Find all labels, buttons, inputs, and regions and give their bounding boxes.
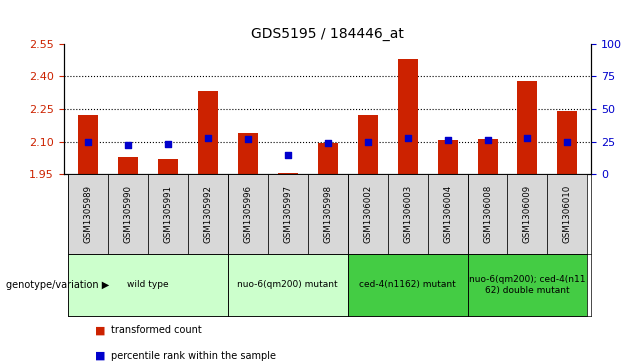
Bar	[357, 115, 378, 174]
Text: ■: ■	[95, 325, 106, 335]
Text: GSM1306010: GSM1306010	[563, 185, 572, 243]
Bar	[478, 139, 497, 174]
Point	[403, 135, 413, 140]
Point	[522, 135, 532, 140]
Bar	[438, 140, 457, 174]
Point	[443, 137, 453, 143]
Bar	[238, 133, 258, 174]
Point	[162, 141, 172, 147]
Text: transformed count: transformed count	[111, 325, 202, 335]
Text: GSM1306002: GSM1306002	[363, 185, 372, 243]
Text: nuo-6(qm200) mutant: nuo-6(qm200) mutant	[237, 281, 338, 289]
Point	[123, 143, 133, 148]
Point	[282, 152, 293, 158]
Bar	[158, 159, 177, 174]
Text: GSM1306004: GSM1306004	[443, 185, 452, 243]
Bar	[118, 157, 137, 174]
Text: GSM1305998: GSM1305998	[323, 185, 332, 243]
Text: percentile rank within the sample: percentile rank within the sample	[111, 351, 276, 361]
Text: GSM1305990: GSM1305990	[123, 185, 132, 243]
Bar	[198, 91, 218, 174]
Text: GSM1305991: GSM1305991	[163, 185, 172, 243]
Text: ■: ■	[95, 351, 106, 361]
Text: GSM1306009: GSM1306009	[523, 185, 532, 243]
Text: GSM1305996: GSM1305996	[243, 185, 252, 243]
Bar	[518, 81, 537, 174]
Point	[242, 136, 252, 142]
Point	[483, 137, 493, 143]
Point	[202, 135, 212, 140]
Bar	[317, 143, 338, 174]
Bar	[398, 59, 417, 174]
Text: GSM1305997: GSM1305997	[283, 185, 292, 243]
Text: nuo-6(qm200); ced-4(n11
62) double mutant: nuo-6(qm200); ced-4(n11 62) double mutan…	[469, 275, 586, 295]
Text: GSM1306003: GSM1306003	[403, 185, 412, 243]
Text: genotype/variation ▶: genotype/variation ▶	[6, 280, 109, 290]
Point	[322, 140, 333, 146]
Text: wild type: wild type	[127, 281, 169, 289]
Bar	[78, 115, 97, 174]
Point	[363, 139, 373, 144]
Text: GSM1305989: GSM1305989	[83, 185, 92, 243]
Point	[562, 139, 572, 144]
Bar	[277, 173, 298, 174]
Text: ced-4(n1162) mutant: ced-4(n1162) mutant	[359, 281, 456, 289]
Text: GSM1306008: GSM1306008	[483, 185, 492, 243]
Point	[83, 139, 93, 144]
Bar	[558, 111, 577, 174]
Title: GDS5195 / 184446_at: GDS5195 / 184446_at	[251, 27, 404, 41]
Text: GSM1305992: GSM1305992	[203, 185, 212, 243]
